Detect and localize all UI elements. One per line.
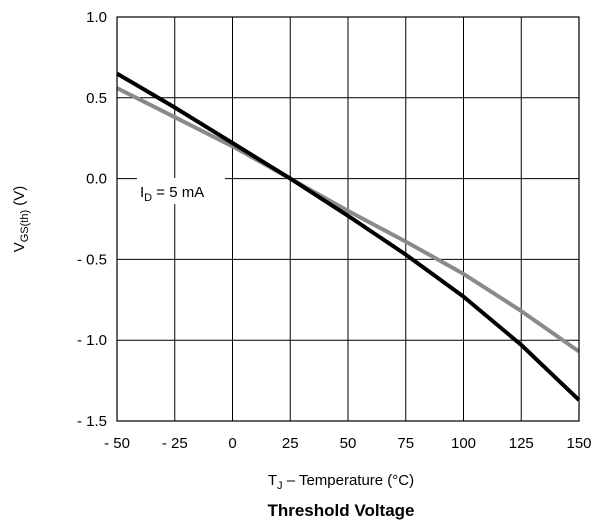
x-tick-label: 25 <box>282 435 299 452</box>
y-axis-label-main: V <box>11 242 28 252</box>
y-tick-label: - 1.0 <box>77 332 107 349</box>
y-axis-label: VGS(th) (V) <box>11 186 31 253</box>
x-tick-label: 50 <box>340 435 357 452</box>
x-tick-label: 125 <box>509 435 534 452</box>
x-axis-label-rest: – Temperature (°C) <box>283 472 415 489</box>
x-tick-label: 75 <box>397 435 414 452</box>
x-tick-label: - 25 <box>162 435 188 452</box>
x-tick-label: 150 <box>566 435 591 452</box>
y-tick-labels: 1.0 0.5 0.0 - 0.5 - 1.0 - 1.5 <box>77 9 107 430</box>
x-axis-label-sub: J <box>277 480 283 492</box>
grid <box>116 16 580 422</box>
annotation-sub: D <box>144 192 152 204</box>
annotation-background <box>137 178 225 204</box>
series-lines <box>115 71 581 402</box>
x-axis-label: TJ – Temperature (°C) <box>268 472 414 492</box>
y-axis-label-sub: GS(th) <box>19 210 31 242</box>
x-axis-label-main: T <box>268 472 277 489</box>
y-tick-label: 0.0 <box>86 171 107 188</box>
plot-frame <box>116 16 580 422</box>
y-tick-label: 1.0 <box>86 9 107 26</box>
y-tick-label: - 0.5 <box>77 251 107 268</box>
x-tick-label: - 50 <box>104 435 130 452</box>
series-line-1 <box>116 86 581 354</box>
annotation-id-label: ID = 5 mA <box>140 184 204 204</box>
y-tick-label: 0.5 <box>86 90 107 107</box>
y-axis-label-rest: (V) <box>11 186 28 210</box>
annotation-main: I <box>140 184 144 201</box>
x-tick-labels: - 50 - 25 0 25 50 75 100 125 150 <box>104 435 591 452</box>
series-line-0 <box>115 71 581 402</box>
x-tick-label: 100 <box>451 435 476 452</box>
x-tick-label: 0 <box>228 435 236 452</box>
annotation-rest: = 5 mA <box>152 184 204 201</box>
chart-title: Threshold Voltage <box>267 501 414 520</box>
y-tick-label: - 1.5 <box>77 413 107 430</box>
